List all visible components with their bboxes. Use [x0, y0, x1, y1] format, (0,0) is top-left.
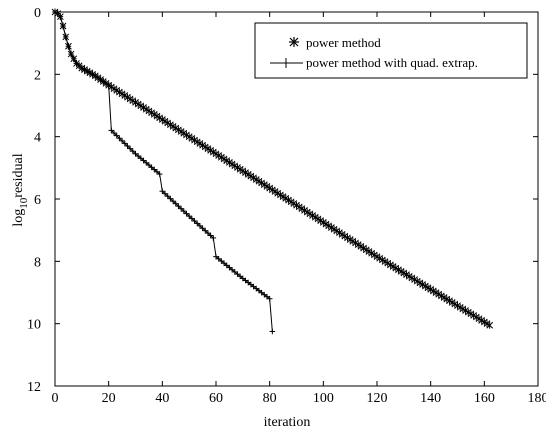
x-tick-label: 120 — [367, 391, 388, 406]
data-point — [127, 145, 133, 152]
data-point — [183, 210, 190, 217]
data-point — [113, 132, 120, 139]
data-point — [189, 215, 195, 222]
data-point — [486, 321, 494, 329]
data-point — [207, 232, 214, 239]
data-point — [269, 328, 276, 335]
y-axis-title-rest: residual — [11, 153, 26, 197]
data-point — [266, 295, 273, 302]
data-point — [65, 42, 72, 50]
data-point — [191, 218, 198, 224]
data-point — [170, 198, 176, 204]
plot-frame — [54, 11, 539, 387]
data-point — [186, 213, 192, 219]
x-tick-label: 140 — [420, 391, 441, 406]
x-tick-label: 180 — [528, 391, 546, 406]
y-axis-title-base: log — [11, 209, 26, 227]
legend-label-power-method: power method — [306, 35, 381, 50]
y-tick-label: 12 — [27, 380, 41, 395]
legend-marker-quad-extrap — [270, 58, 303, 68]
data-point — [167, 195, 174, 202]
legend-marker-power-method — [289, 37, 299, 47]
data-point — [202, 227, 209, 234]
data-point — [62, 33, 70, 41]
data-point — [164, 193, 171, 199]
x-tick-label: 160 — [474, 391, 495, 406]
data-point — [194, 220, 201, 227]
legend-box — [254, 22, 528, 79]
y-tick-label: 10 — [27, 318, 41, 333]
data-point — [121, 140, 128, 147]
y-axis-title-subscript: 10 — [18, 197, 30, 209]
data-point — [116, 135, 123, 142]
data-point — [57, 13, 64, 21]
legend: power method power method with quad. ext… — [254, 22, 528, 79]
y-tick-label: 6 — [34, 193, 41, 208]
x-tick-label: 60 — [209, 391, 223, 406]
data-point — [175, 203, 182, 209]
series-power-method — [51, 8, 494, 329]
legend-label-quad-extrap: power method with quad. extrap. — [306, 55, 478, 70]
x-tick-label: 20 — [102, 391, 116, 406]
data-point — [119, 138, 125, 144]
data-point — [108, 127, 115, 134]
y-tick-label: 8 — [34, 255, 41, 270]
plot-area — [51, 8, 494, 335]
axis-ticks: 0 20 40 60 80 100 120 140 160 180 0 2 4 6 8 10 12 — [27, 6, 546, 406]
data-point — [197, 223, 203, 229]
data-point — [172, 200, 179, 207]
x-tick-label: 40 — [155, 391, 169, 406]
data-point — [130, 148, 136, 155]
data-point — [199, 225, 206, 232]
data-point — [178, 205, 184, 212]
x-tick-label: 100 — [313, 391, 334, 406]
data-point — [59, 22, 67, 30]
data-point — [156, 171, 163, 177]
y-tick-label: 4 — [34, 131, 41, 146]
data-point — [210, 235, 217, 241]
x-tick-label: 0 — [52, 391, 59, 406]
y-tick-label: 0 — [34, 6, 41, 21]
y-tick-label: 2 — [34, 68, 41, 83]
x-tick-label: 80 — [263, 391, 277, 406]
data-point — [162, 190, 168, 197]
data-point — [181, 208, 187, 214]
y-axis-title: log10residual — [11, 153, 30, 226]
data-point — [159, 188, 166, 195]
data-point — [111, 130, 117, 136]
data-point — [205, 230, 211, 236]
data-point — [124, 143, 131, 149]
x-axis-title: iteration — [264, 415, 311, 430]
